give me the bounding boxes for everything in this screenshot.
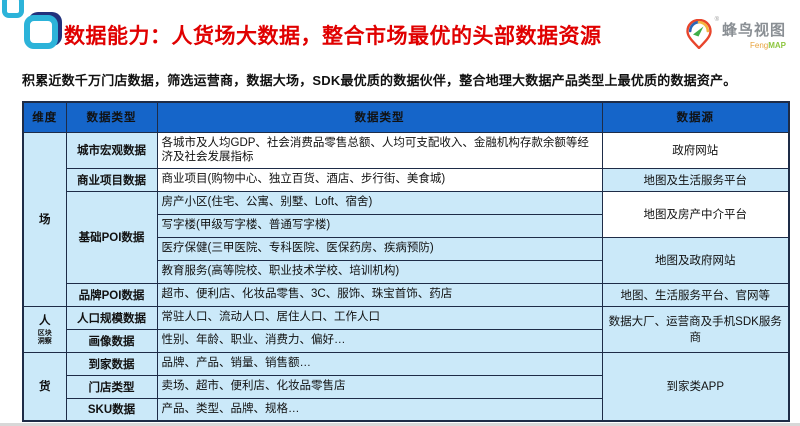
type-cell: SKU数据: [65, 397, 158, 422]
table-row: 商业项目数据 商业项目(购物中心、独立百货、酒店、步行街、美食城) 地图及生活服…: [23, 167, 790, 192]
fengmap-pin-icon: [685, 18, 712, 49]
detail-cell: 写字楼(甲级写字楼、普通写字楼): [156, 213, 603, 238]
subtitle-text: 积累近数千万门店数据，筛选运营商，数据大场，SDK最优质的数据伙伴，整合地理大数…: [22, 73, 737, 88]
fengmap-logo: ® 蜂鸟视图 FengMAP: [685, 13, 792, 50]
detail-cell: 教育服务(高等院校、职业技术学校、培训机构): [156, 259, 603, 284]
col-header-data-source: 数据源: [601, 101, 790, 133]
page-title: 数据能力：人货场大数据，整合市场最优的头部数据资源: [64, 25, 602, 48]
source-cell: 数据大厂、运营商及手机SDK服务商: [601, 305, 790, 353]
dimension-note: 区块洞察: [37, 329, 52, 345]
type-cell: 品牌POI数据: [65, 282, 158, 307]
detail-cell: 医疗保健(三甲医院、专科医院、医保药房、疾病预防): [156, 236, 603, 261]
table-row: 场 城市宏观数据 各城市及人均GDP、社会消费品零售总额、人均可支配收入、金融机…: [22, 131, 790, 307]
table-row: 品牌POI数据 超市、便利店、化妆品零售、3C、服饰、珠宝首饰、药店 地图、生活…: [23, 282, 790, 307]
table-row: 画像数据 性别、年龄、职业、消费力、偏好…: [23, 328, 789, 353]
dimension-cell-goods: 货: [22, 351, 67, 422]
fengmap-logo-text: 蜂鸟视图 FengMAP: [722, 19, 786, 50]
source-cell: 地图及政府网站: [601, 236, 790, 284]
detail-cell: 各城市及人均GDP、社会消费品零售总额、人均可支配收入、金融机构存款余额等经济及…: [156, 131, 603, 169]
table-header-row: 维度 数据类型 数据类型 数据源: [22, 101, 790, 133]
detail-cell: 商业项目(购物中心、独立百货、酒店、步行街、美食城): [156, 167, 603, 192]
type-cell: 人口规模数据: [65, 305, 158, 330]
table-row: 教育服务(高等院校、职业技术学校、培训机构): [23, 259, 789, 284]
source-cell: 地图、生活服务平台、官网等: [601, 282, 790, 307]
dimension-cell-place: 场: [22, 131, 67, 307]
table-row: 医疗保健(三甲医院、专科医院、医保药房、疾病预防) 地图及政府网站: [23, 236, 790, 284]
type-cell: 门店类型: [65, 374, 158, 399]
detail-cell: 卖场、超市、便利店、化妆品零售店: [156, 374, 603, 399]
rounded-square-small-icon: [2, 0, 24, 18]
table-row: 写字楼(甲级写字楼、普通写字楼): [23, 213, 789, 238]
dimension-cell-people: 人区块洞察: [22, 305, 67, 353]
detail-cell: 性别、年龄、职业、消费力、偏好…: [156, 328, 603, 353]
detail-cell: 常驻人口、流动人口、居住人口、工作人口: [156, 305, 603, 330]
source-cell: 地图及生活服务平台: [601, 167, 790, 192]
type-cell: 商业项目数据: [65, 167, 158, 192]
type-cell: 画像数据: [65, 328, 158, 353]
top-bar: 数据能力：人货场大数据，整合市场最优的头部数据资源 ® 蜂鸟视图 FengMAP: [0, 0, 800, 56]
type-cell: 到家数据: [65, 351, 158, 376]
source-cell: 到家类APP: [601, 351, 790, 422]
registered-mark: ®: [714, 16, 719, 23]
logo-name-cn: 蜂鸟视图: [721, 21, 786, 39]
logo-name-en: FengMAP: [749, 40, 786, 50]
source-cell: 地图及房产中介平台: [601, 190, 790, 238]
col-header-dimension: 维度: [22, 101, 67, 133]
type-cell: 基础POI数据: [65, 190, 158, 284]
source-cell: 政府网站: [601, 131, 790, 169]
detail-cell: 产品、类型、品牌、规格…: [156, 397, 603, 422]
table-row: 货 到家数据 品牌、产品、销量、销售额… 到家类APP: [22, 351, 790, 422]
detail-cell: 超市、便利店、化妆品零售、3C、服饰、珠宝首饰、药店: [156, 282, 603, 307]
detail-cell: 品牌、产品、销量、销售额…: [156, 351, 603, 376]
rounded-square-big-icon: [24, 15, 58, 49]
type-cell: 城市宏观数据: [65, 131, 158, 169]
table-row: 门店类型 卖场、超市、便利店、化妆品零售店: [23, 374, 789, 399]
data-capability-table: 维度 数据类型 数据类型 数据源 场 城市宏观数据 各城市及人均GDP、社会消费…: [22, 101, 790, 422]
table-row: 人区块洞察 人口规模数据 常驻人口、流动人口、居住人口、工作人口 数据大厂、运营…: [22, 305, 790, 353]
detail-cell: 房产小区(住宅、公寓、别墅、Loft、宿舍): [156, 190, 603, 215]
title-decoration-icon: [0, 0, 64, 59]
col-header-data-type: 数据类型: [65, 101, 158, 133]
table-row: 基础POI数据 房产小区(住宅、公寓、别墅、Loft、宿舍) 地图及房产中介平台: [23, 190, 790, 284]
table-row: SKU数据 产品、类型、品牌、规格…: [23, 397, 789, 422]
col-header-data-type-detail: 数据类型: [156, 101, 603, 133]
